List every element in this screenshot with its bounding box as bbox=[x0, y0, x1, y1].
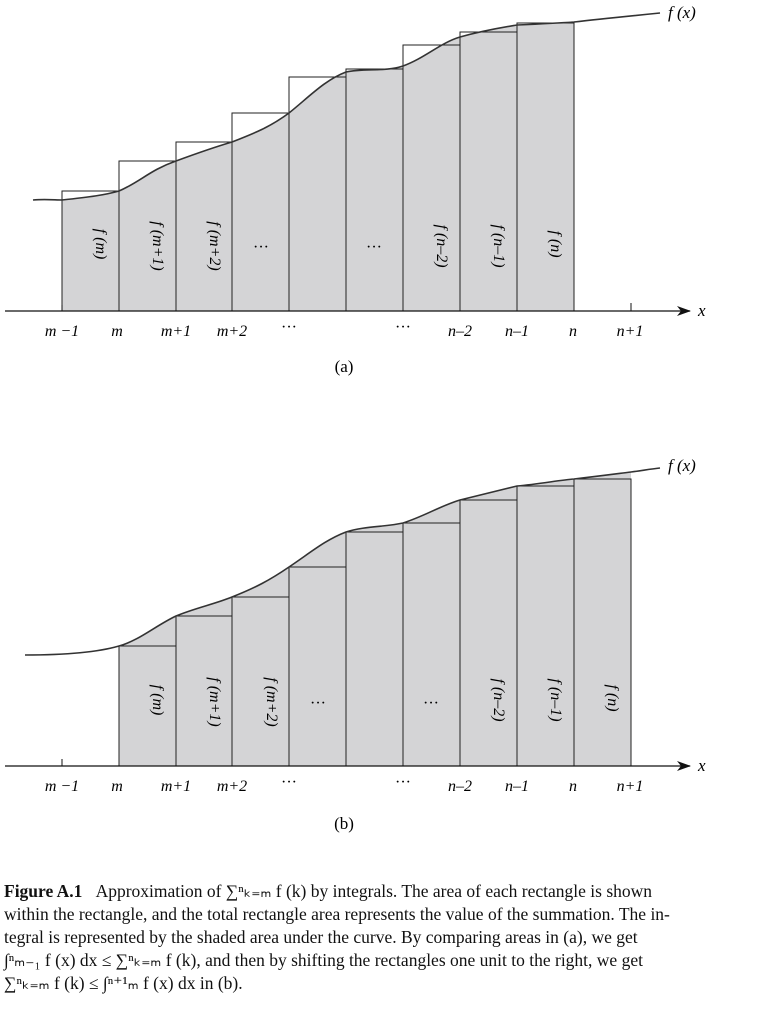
tick-label: m −1 bbox=[45, 323, 79, 340]
rect-label: f (m+1) bbox=[149, 221, 166, 270]
rect-label: ··· bbox=[253, 239, 269, 256]
rect-label: ··· bbox=[310, 695, 326, 712]
panel-a-tick-labels: m −1 m m+1 m+2 ··· ··· n–2 n–1 n n+1 bbox=[45, 319, 644, 340]
tick-label: n bbox=[569, 778, 577, 795]
panel-b-curve bbox=[24, 467, 661, 656]
panel-b-rect-labels: f (m) f (m+1) f (m+2) ··· ··· f (n–2) f … bbox=[149, 677, 621, 726]
tick-label: n bbox=[569, 323, 577, 340]
rect-label: f (m+1) bbox=[206, 677, 223, 726]
panel-b-x-label: x bbox=[697, 756, 706, 775]
rect-label: ··· bbox=[423, 695, 439, 712]
panel-b-shaded-area bbox=[119, 472, 631, 766]
tick-label: ··· bbox=[281, 319, 297, 336]
tick-label: ··· bbox=[281, 774, 297, 791]
panel-a-x-label: x bbox=[697, 301, 706, 320]
rect-label: f (m+2) bbox=[206, 221, 223, 270]
tick-label: m+2 bbox=[217, 323, 247, 340]
tick-label: n+1 bbox=[617, 778, 644, 795]
caption-label: Figure A.1 bbox=[4, 881, 83, 901]
caption-line-1: Figure A.1 Approximation of ∑ⁿₖ₌ₘ f (k) … bbox=[4, 880, 755, 903]
tick-label: n–1 bbox=[505, 778, 529, 795]
rect-label: f (n) bbox=[547, 230, 564, 257]
figure-a1: x f (x) m −1 m m+1 m+2 ··· ··· n–2 n–1 n… bbox=[5, 3, 706, 833]
tick-label: ··· bbox=[395, 774, 411, 791]
tick-label: n–1 bbox=[505, 323, 529, 340]
panel-a-curve-label: f (x) bbox=[668, 3, 696, 22]
tick-label: m bbox=[111, 778, 123, 795]
caption-line-4: ∫ⁿₘ₋₁ f (x) dx ≤ ∑ⁿₖ₌ₘ f (k), and then b… bbox=[4, 950, 643, 970]
panel-a-ticks bbox=[61, 303, 632, 311]
panel-b-tick-labels: m −1 m m+1 m+2 ··· ··· n–2 n–1 n n+1 bbox=[45, 774, 644, 795]
tick-label: ··· bbox=[395, 319, 411, 336]
panel-b: x f (x) m −1 m m+1 m+2 ··· ··· n–2 n–1 n… bbox=[5, 456, 706, 833]
caption-line-5: ∑ⁿₖ₌ₘ f (k) ≤ ∫ⁿ⁺¹ₘ f (x) dx in (b). bbox=[4, 973, 243, 993]
tick-label: m+2 bbox=[217, 778, 247, 795]
panel-a-rect-labels: f (m) f (m+1) f (m+2) ··· ··· f (n–2) f … bbox=[92, 221, 564, 270]
caption-line-3: tegral is represented by the shaded area… bbox=[4, 927, 638, 947]
rect-label: f (n–1) bbox=[547, 678, 564, 721]
rect-label: f (n–2) bbox=[433, 224, 450, 267]
tick-label: m+1 bbox=[161, 323, 191, 340]
tick-label: n–2 bbox=[448, 778, 472, 795]
rect-label: f (m) bbox=[149, 685, 166, 716]
panel-b-sublabel: (b) bbox=[334, 814, 354, 833]
panel-a-curve bbox=[32, 12, 661, 201]
panel-a-sublabel: (a) bbox=[335, 357, 354, 376]
rect-label: ··· bbox=[366, 239, 382, 256]
rect-label: f (n–2) bbox=[490, 678, 507, 721]
rect-label: f (n) bbox=[604, 684, 621, 711]
figure-caption: Figure A.1 Approximation of ∑ⁿₖ₌ₘ f (k) … bbox=[4, 880, 755, 995]
rect-label: f (m) bbox=[92, 229, 109, 260]
rect-label: f (n–1) bbox=[490, 224, 507, 267]
panel-a: x f (x) m −1 m m+1 m+2 ··· ··· n–2 n–1 n… bbox=[5, 3, 706, 376]
tick-label: n–2 bbox=[448, 323, 472, 340]
tick-label: n+1 bbox=[617, 323, 644, 340]
panel-a-shaded-area bbox=[62, 22, 574, 311]
caption-line-2: within the rectangle, and the total rect… bbox=[4, 904, 670, 924]
rect-label: f (m+2) bbox=[263, 677, 280, 726]
panel-b-curve-label: f (x) bbox=[668, 456, 696, 475]
tick-label: m+1 bbox=[161, 778, 191, 795]
caption-text-1: Approximation of ∑ⁿₖ₌ₘ f (k) by integral… bbox=[95, 881, 653, 901]
tick-label: m bbox=[111, 323, 123, 340]
tick-label: m −1 bbox=[45, 778, 79, 795]
